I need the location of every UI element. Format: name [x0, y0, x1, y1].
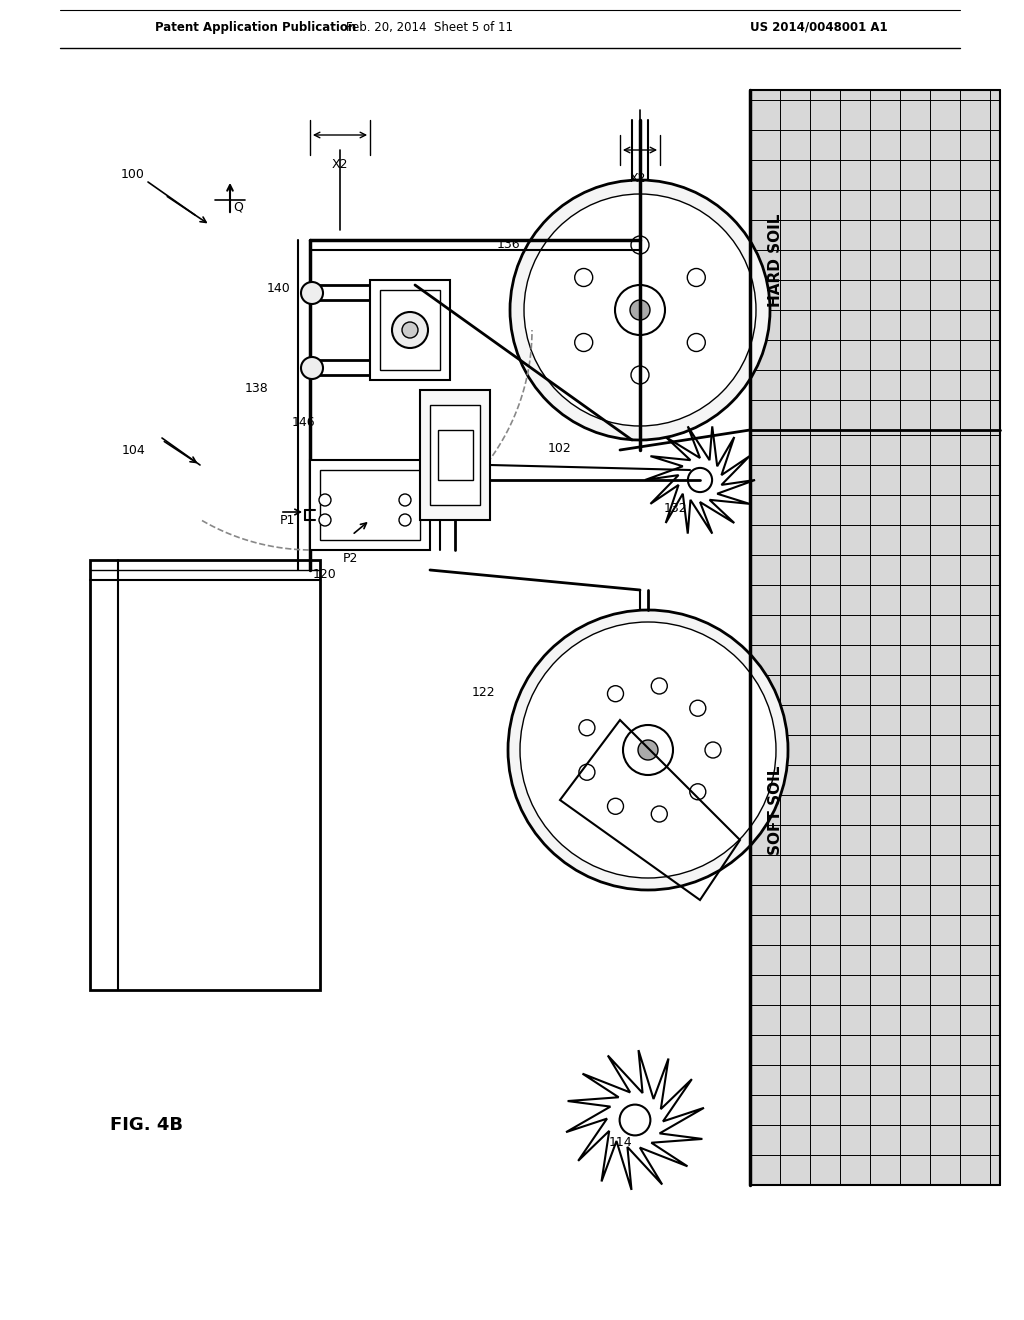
- Text: 132: 132: [664, 502, 687, 515]
- Text: 104: 104: [121, 444, 145, 457]
- Bar: [380, 290, 440, 370]
- Text: P2: P2: [342, 552, 357, 565]
- Circle shape: [508, 610, 788, 890]
- Text: 114: 114: [608, 1135, 632, 1148]
- Circle shape: [705, 742, 721, 758]
- Circle shape: [574, 268, 593, 286]
- Circle shape: [402, 322, 418, 338]
- Circle shape: [631, 366, 649, 384]
- Text: FIG. 4B: FIG. 4B: [110, 1115, 183, 1134]
- Circle shape: [631, 236, 649, 253]
- Bar: [90, 560, 319, 990]
- Circle shape: [579, 764, 595, 780]
- Circle shape: [607, 685, 624, 702]
- Circle shape: [520, 622, 776, 878]
- Circle shape: [651, 678, 668, 694]
- Text: P1: P1: [280, 513, 295, 527]
- Circle shape: [392, 312, 428, 348]
- Text: Feb. 20, 2014  Sheet 5 of 11: Feb. 20, 2014 Sheet 5 of 11: [346, 21, 513, 33]
- Bar: [750, 90, 1000, 430]
- Circle shape: [301, 282, 323, 304]
- Circle shape: [399, 494, 411, 506]
- Text: 140: 140: [266, 281, 290, 294]
- Circle shape: [510, 180, 770, 440]
- Circle shape: [687, 334, 706, 351]
- Circle shape: [399, 513, 411, 525]
- Circle shape: [319, 513, 331, 525]
- Circle shape: [687, 268, 706, 286]
- Circle shape: [574, 334, 593, 351]
- Bar: [420, 389, 490, 520]
- Circle shape: [524, 194, 756, 426]
- Text: 100: 100: [121, 169, 145, 181]
- Text: HARD SOIL: HARD SOIL: [768, 214, 782, 306]
- Circle shape: [651, 807, 668, 822]
- Circle shape: [402, 356, 424, 379]
- Text: Q: Q: [233, 201, 243, 214]
- Text: US 2014/0048001 A1: US 2014/0048001 A1: [750, 21, 888, 33]
- Text: Patent Application Publication: Patent Application Publication: [155, 21, 356, 33]
- Bar: [310, 459, 430, 550]
- Circle shape: [615, 285, 665, 335]
- Text: 138: 138: [245, 381, 268, 395]
- Text: 122: 122: [472, 685, 496, 698]
- Text: 136: 136: [497, 239, 520, 252]
- Circle shape: [402, 282, 424, 304]
- Text: X2: X2: [332, 158, 348, 172]
- Bar: [430, 405, 480, 506]
- Circle shape: [623, 725, 673, 775]
- Circle shape: [690, 784, 706, 800]
- Text: 120: 120: [313, 569, 337, 582]
- Circle shape: [690, 700, 706, 717]
- Circle shape: [630, 300, 650, 319]
- Bar: [750, 430, 1000, 1185]
- Circle shape: [607, 799, 624, 814]
- Circle shape: [319, 494, 331, 506]
- Bar: [370, 280, 450, 380]
- Circle shape: [579, 719, 595, 735]
- Circle shape: [620, 1105, 650, 1135]
- Bar: [438, 430, 473, 480]
- Text: 146: 146: [292, 416, 315, 429]
- Text: SOFT SOIL: SOFT SOIL: [768, 766, 782, 854]
- Text: 102: 102: [548, 441, 571, 454]
- Text: X2: X2: [630, 172, 646, 185]
- Circle shape: [301, 356, 323, 379]
- Bar: [319, 470, 420, 540]
- Circle shape: [638, 741, 658, 760]
- Circle shape: [688, 467, 712, 492]
